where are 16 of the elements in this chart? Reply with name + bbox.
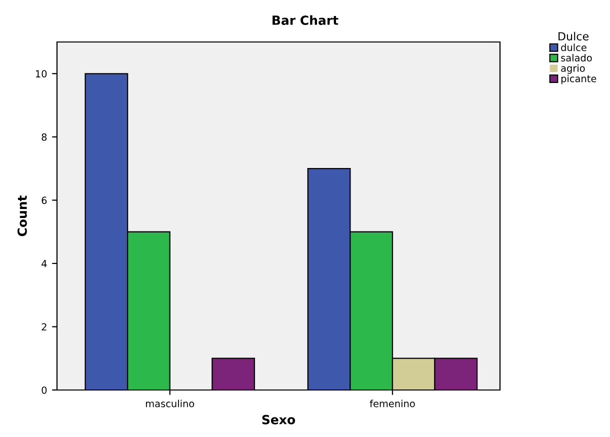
legend-label: dulce	[561, 44, 586, 52]
x-tick-label: femenino	[370, 400, 415, 408]
y-tick-label: 4	[42, 260, 47, 268]
x-axis-title: Sexo	[262, 414, 296, 424]
legend-label: picante	[561, 74, 596, 84]
y-tick-label: 0	[42, 386, 47, 394]
legend-title: Dulce	[558, 32, 588, 40]
y-tick-label: 8	[42, 133, 47, 141]
x-tick-label: masculino	[146, 400, 194, 408]
y-axis-title: Count	[17, 196, 27, 236]
y-tick-label: 2	[42, 323, 46, 330]
chart-title: Bar Chart	[272, 15, 338, 25]
legend-label: agrio	[561, 64, 585, 74]
y-tick-label: 6	[42, 196, 47, 204]
y-tick-label: 10	[36, 70, 47, 78]
legend-label: salado	[561, 54, 592, 62]
